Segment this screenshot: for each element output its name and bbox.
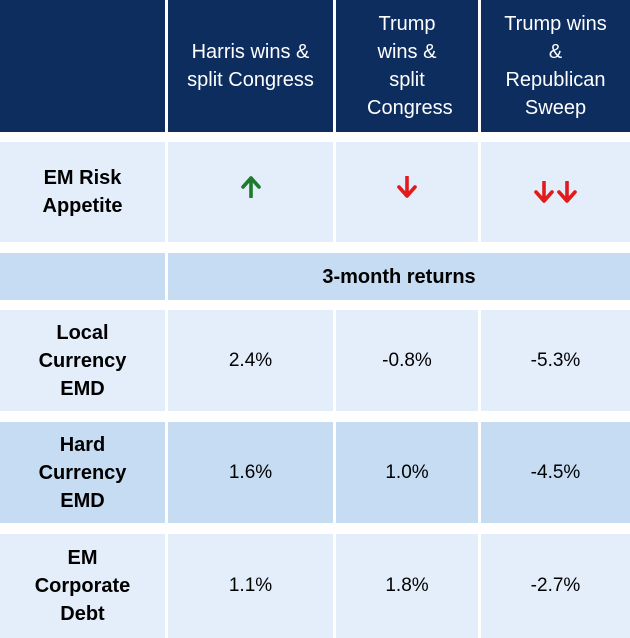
row-label: EM Corporate Debt	[34, 547, 131, 625]
risk-col2-cell	[336, 142, 478, 242]
risk-col1-cell	[168, 142, 333, 242]
risk-appetite-label: EM Risk Appetite	[42, 167, 123, 217]
subheader-label: 3-month returns	[168, 253, 630, 300]
value-cell: 1.1%	[168, 534, 333, 638]
row-label-cell: EM Corporate Debt	[0, 534, 165, 638]
subheader-corner-cell	[0, 253, 165, 300]
row-label: Hard Currency EMD	[38, 433, 127, 512]
header-trump-sweep: Trump wins & Republican Sweep	[481, 0, 630, 132]
value-cell: -4.5%	[481, 422, 630, 523]
header-col3-label: Trump wins & Republican Sweep	[504, 13, 607, 119]
value-cell: -2.7%	[481, 534, 630, 638]
arrow-down-icon	[557, 181, 577, 203]
row-label: Local Currency EMD	[38, 321, 127, 400]
value-cell: 1.0%	[336, 422, 478, 523]
header-harris-split: Harris wins & split Congress	[168, 0, 333, 132]
value-cell: -5.3%	[481, 310, 630, 411]
value-cell: -0.8%	[336, 310, 478, 411]
risk-appetite-label-cell: EM Risk Appetite	[0, 142, 165, 242]
arrow-down-icon	[534, 181, 554, 203]
double-arrow-down-icon	[534, 181, 577, 203]
header-corner-cell	[0, 0, 165, 132]
risk-appetite-row: EM Risk Appetite	[0, 142, 630, 242]
header-trump-split: Trump wins & split Congress	[336, 0, 478, 132]
row-label-cell: Local Currency EMD	[0, 310, 165, 411]
table-row: EM Corporate Debt 1.1% 1.8% -2.7%	[0, 534, 630, 638]
arrow-up-icon	[240, 176, 261, 208]
value-cell: 2.4%	[168, 310, 333, 411]
header-col2-label: Trump wins & split Congress	[367, 13, 453, 119]
table-row: Local Currency EMD 2.4% -0.8% -5.3%	[0, 310, 630, 411]
arrow-down-icon	[397, 175, 417, 208]
value-cell: 1.6%	[168, 422, 333, 523]
value-cell: 1.8%	[336, 534, 478, 638]
table-row: Hard Currency EMD 1.6% 1.0% -4.5%	[0, 422, 630, 523]
subheader-row: 3-month returns	[0, 253, 630, 300]
header-row: Harris wins & split Congress Trump wins …	[0, 0, 630, 132]
row-label-cell: Hard Currency EMD	[0, 422, 165, 523]
header-col1-label: Harris wins & split Congress	[187, 41, 314, 91]
risk-col3-cell	[481, 142, 630, 242]
